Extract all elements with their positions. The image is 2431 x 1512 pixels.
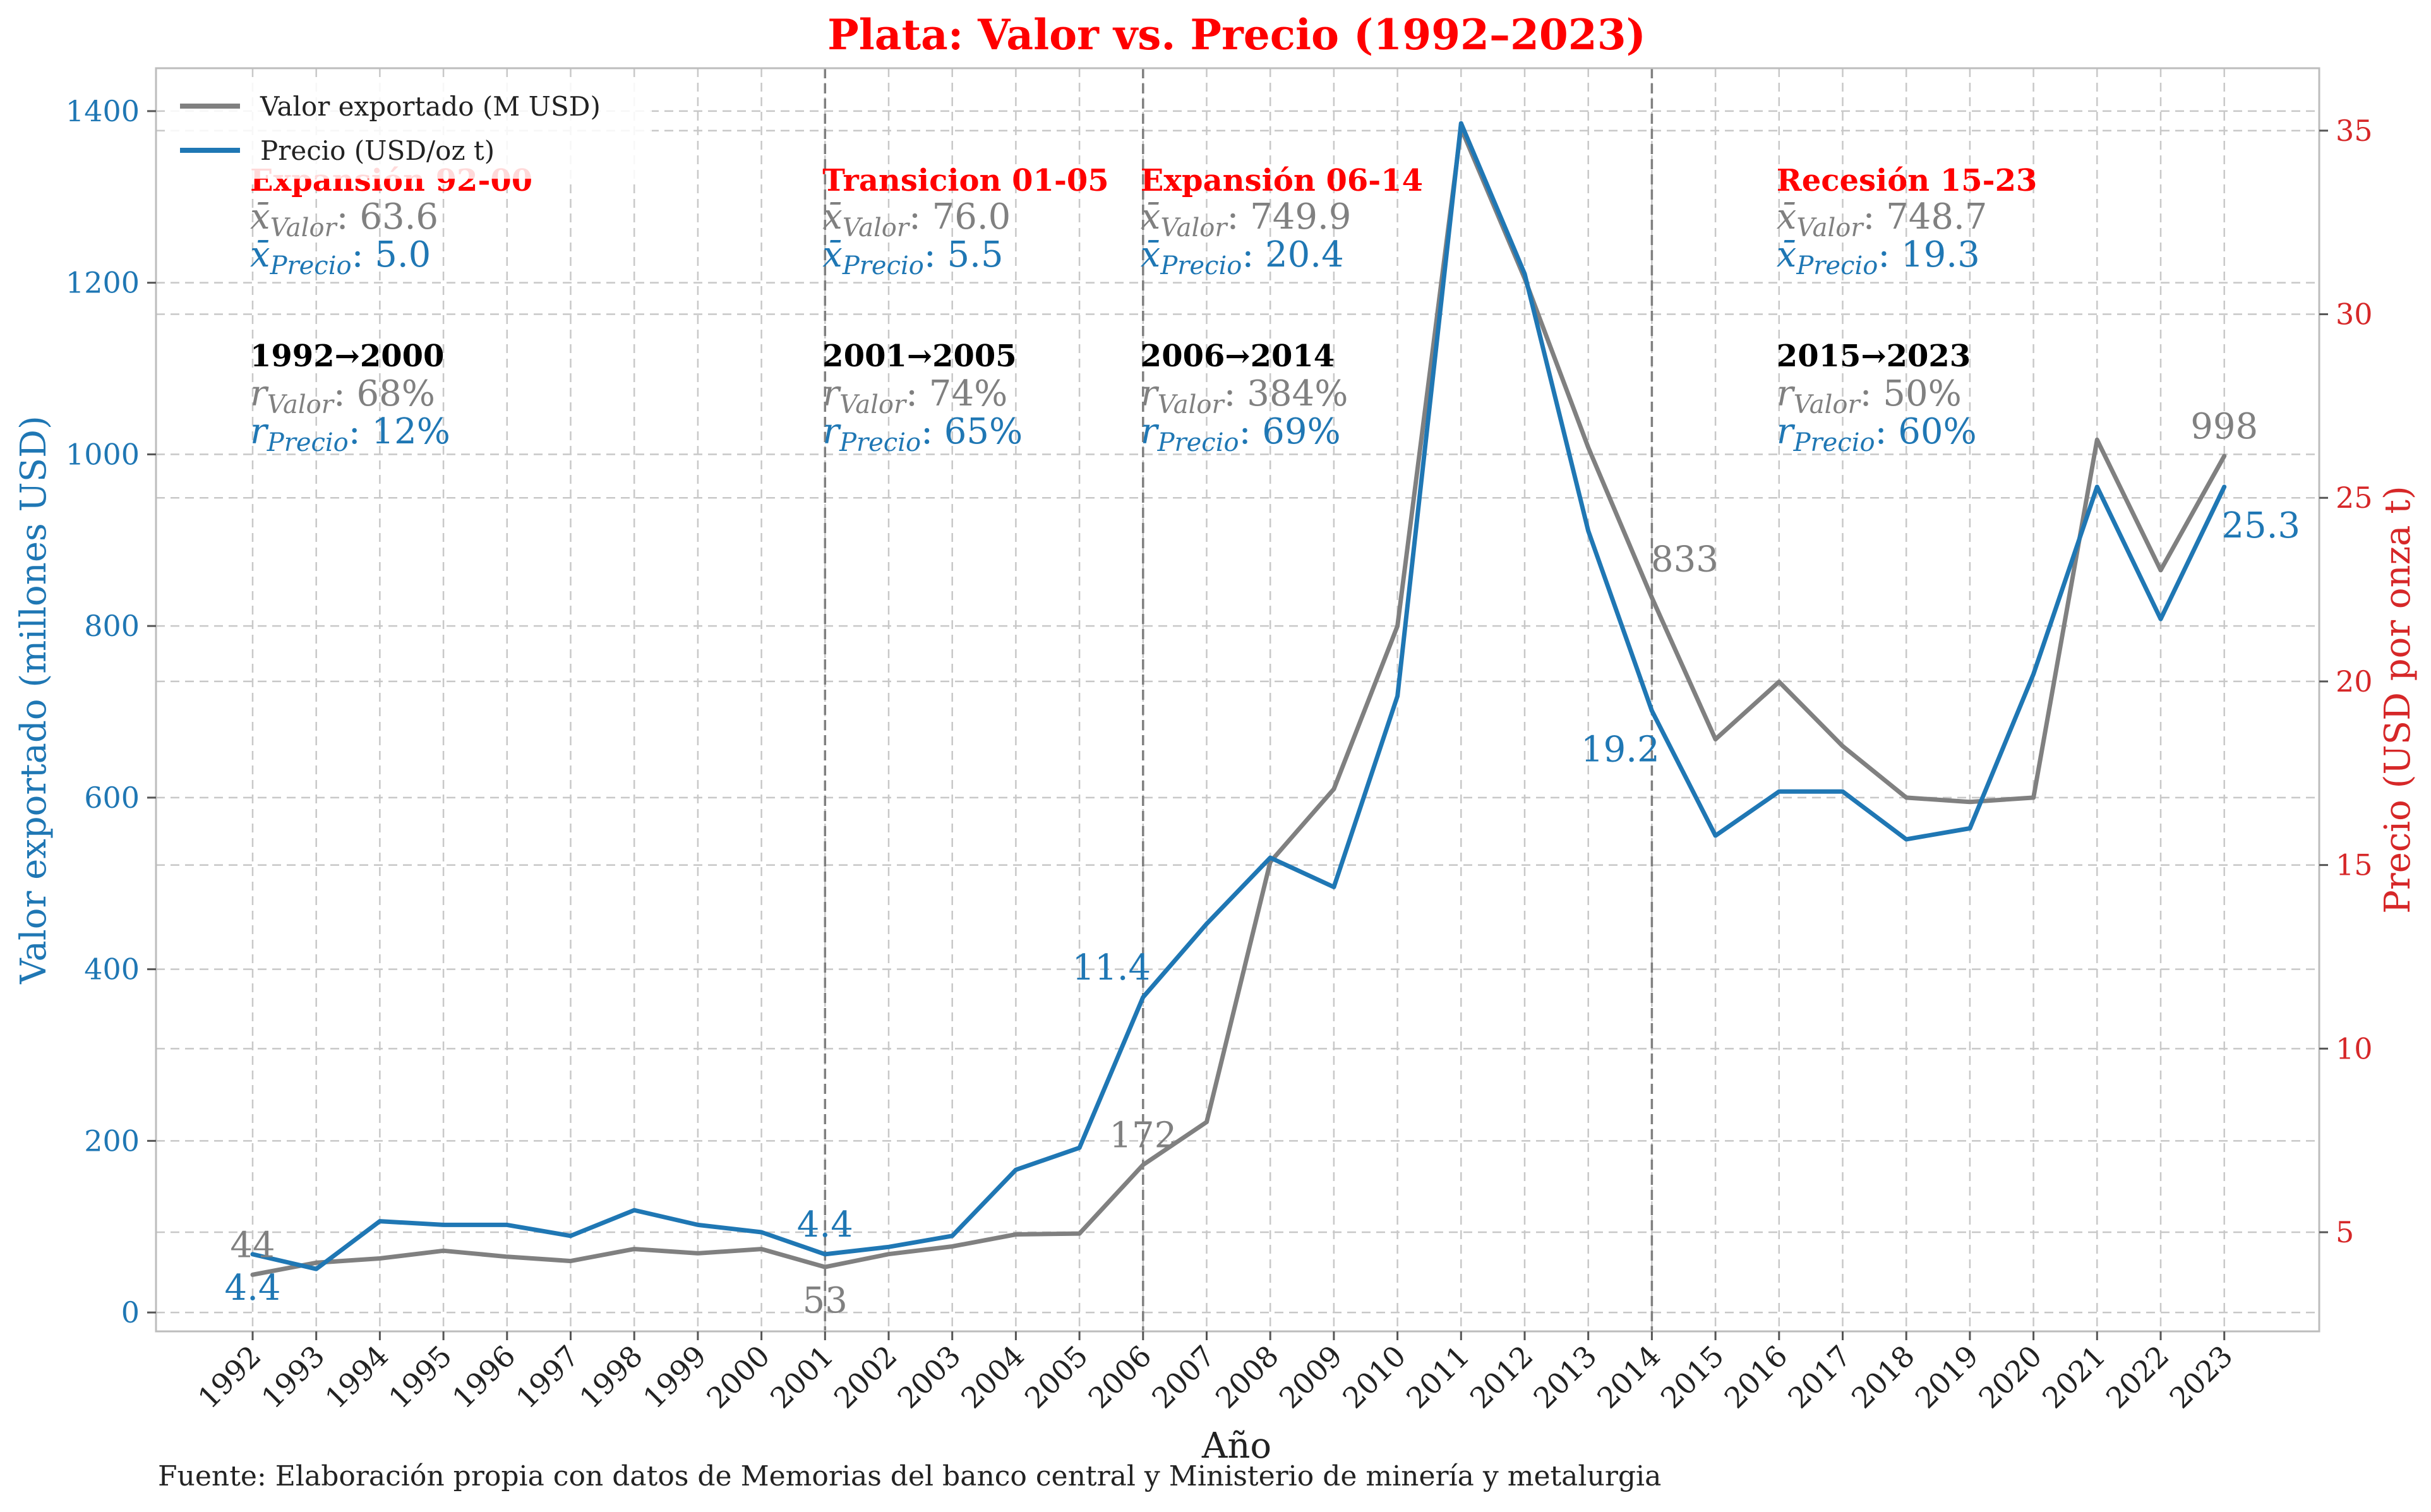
data-label: 4.4 (797, 1204, 853, 1245)
x-tick-label: 1995 (382, 1339, 459, 1415)
period-range: 2015→2023 (1777, 339, 1971, 374)
period-name: Expansión 06-14 (1141, 163, 1423, 198)
y-axis-left-label: Valor exportado (millones USD) (13, 416, 54, 985)
series-layer (250, 121, 2227, 1277)
period-stat: rValor: 384% (1141, 373, 1348, 419)
data-label: 833 (1651, 539, 1719, 580)
period-stat: x̄Valor: 63.6 (250, 196, 438, 243)
period-stat: x̄Valor: 748.7 (1777, 196, 1988, 243)
period-stat: x̄Precio: 19.3 (1777, 234, 1980, 280)
legend-frame (165, 81, 652, 179)
series-line-valor (250, 126, 2227, 1277)
data-label: 4.4 (224, 1268, 280, 1309)
series-line-precio (250, 121, 2227, 1271)
x-tick-label: 2016 (1718, 1339, 1794, 1415)
period-range: 2001→2005 (822, 339, 1016, 374)
data-label: 44 (230, 1225, 275, 1266)
x-tick-label: 2023 (2163, 1339, 2240, 1415)
x-tick-label: 2008 (1209, 1339, 1285, 1415)
plot-frame (155, 67, 2320, 1333)
chart-title: Plata: Valor vs. Precio (1992–2023) (827, 10, 1646, 59)
period-range: 1992→2000 (250, 339, 444, 374)
x-tick-label: 2002 (827, 1339, 904, 1415)
y-right-tick-label: 15 (2336, 848, 2373, 882)
y-right-tick-label: 20 (2336, 664, 2373, 699)
y-left-tick-label: 200 (84, 1124, 140, 1158)
axis-layer: 0 200 400 600 800 1000 1200 1400 5 10 15 20 25 30 35 19… (66, 94, 2373, 1415)
period-annotation-layer: Expansión 92-00x̄Valor: 63.6x̄Precio: 5.… (250, 163, 2037, 457)
period-stat: rValor: 74% (822, 373, 1007, 419)
x-tick-label: 2020 (1972, 1339, 2048, 1415)
x-tick-label: 2007 (1145, 1339, 1222, 1415)
x-tick-label: 2003 (891, 1339, 968, 1415)
period-stat: rValor: 68% (250, 373, 435, 419)
x-tick-label: 2017 (1781, 1339, 1858, 1415)
x-tick-label: 2011 (1400, 1339, 1476, 1415)
x-tick-label: 2015 (1654, 1339, 1731, 1415)
source-note: Fuente: Elaboración propia con datos de … (158, 1460, 1661, 1492)
period-stat: rValor: 50% (1777, 373, 1962, 419)
legend: Valor exportado (M USD) Precio (USD/oz t… (165, 81, 652, 179)
period-stat: rPrecio: 60% (1777, 411, 1977, 457)
x-tick-label: 1996 (446, 1339, 522, 1415)
x-tick-label: 2013 (1527, 1339, 1604, 1415)
y-left-tick-label: 1000 (66, 437, 140, 471)
y-left-tick-label: 1200 (66, 266, 140, 300)
x-axis-label: Año (1201, 1425, 1271, 1467)
x-tick-label: 1997 (509, 1339, 585, 1415)
data-label: 998 (2190, 406, 2258, 447)
x-tick-label: 2006 (1082, 1339, 1158, 1415)
y-left-tick-label: 400 (84, 952, 140, 987)
y-left-tick-label: 0 (121, 1295, 140, 1329)
y-left-tick-label: 800 (84, 609, 140, 643)
y-left-tick-label: 1400 (66, 94, 140, 128)
x-tick-label: 2021 (2036, 1339, 2112, 1415)
x-tick-label: 2004 (954, 1339, 1031, 1415)
x-tick-label: 1992 (191, 1339, 268, 1415)
period-stat: x̄Precio: 5.0 (250, 234, 431, 280)
x-tick-label: 2001 (764, 1339, 840, 1415)
period-name: Recesión 15-23 (1777, 163, 2038, 198)
period-stat: rPrecio: 65% (822, 411, 1023, 457)
x-tick-label: 2018 (1845, 1339, 1921, 1415)
data-label: 19.2 (1581, 729, 1660, 770)
x-tick-label: 2005 (1018, 1339, 1095, 1415)
period-divider-layer (824, 68, 1654, 1331)
period-stat: x̄Valor: 749.9 (1141, 196, 1352, 243)
period-stat: x̄Precio: 20.4 (1141, 234, 1344, 280)
x-tick-label: 2009 (1273, 1339, 1349, 1415)
data-label: 25.3 (2221, 505, 2300, 546)
x-tick-label: 1993 (255, 1339, 332, 1415)
period-range: 2006→2014 (1141, 339, 1335, 374)
y-left-tick-label: 600 (84, 781, 140, 815)
x-tick-label: 2022 (2099, 1339, 2176, 1415)
y-right-tick-label: 35 (2336, 114, 2373, 148)
x-tick-label: 1998 (573, 1339, 649, 1415)
y-right-tick-label: 10 (2336, 1031, 2373, 1065)
y-axis-right-label: Precio (USD por onza t) (2377, 486, 2418, 913)
period-name: Transicion 01-05 (822, 163, 1108, 198)
x-tick-label: 2000 (700, 1339, 776, 1415)
x-tick-label: 1994 (318, 1339, 395, 1415)
data-label: 53 (803, 1280, 848, 1321)
y-right-tick-label: 30 (2336, 297, 2373, 332)
period-stat: rPrecio: 69% (1141, 411, 1341, 457)
x-tick-label: 2014 (1590, 1339, 1667, 1415)
x-tick-label: 2010 (1336, 1339, 1412, 1415)
period-stat: x̄Precio: 5.5 (822, 234, 1003, 280)
x-tick-label: 1999 (637, 1339, 713, 1415)
period-stat: rPrecio: 12% (250, 411, 450, 457)
x-tick-label: 2012 (1463, 1339, 1540, 1415)
x-tick-label: 2019 (1909, 1339, 1985, 1415)
y-right-tick-label: 25 (2336, 481, 2373, 515)
data-label: 11.4 (1072, 947, 1151, 988)
period-stat: x̄Valor: 76.0 (822, 196, 1011, 243)
data-label: 172 (1109, 1115, 1177, 1156)
legend-label-precio: Precio (USD/oz t) (260, 135, 495, 166)
y-right-tick-label: 5 (2336, 1215, 2354, 1249)
legend-label-valor: Valor exportado (M USD) (260, 91, 601, 122)
